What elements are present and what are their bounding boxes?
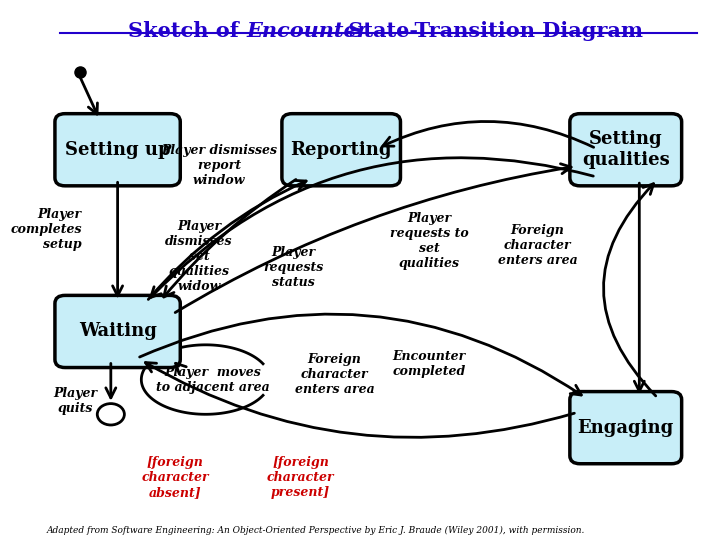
Text: State-Transition Diagram: State-Transition Diagram [341, 22, 643, 42]
Text: Adapted from Software Engineering: An Object-Oriented Perspective by Eric J. Bra: Adapted from Software Engineering: An Ob… [47, 525, 585, 535]
Text: Player
quits: Player quits [53, 387, 98, 415]
Text: Foreign
character
enters area: Foreign character enters area [498, 225, 577, 267]
Text: Engaging: Engaging [577, 418, 674, 437]
Text: Encounter
completed: Encounter completed [392, 349, 466, 377]
Text: Waiting: Waiting [78, 322, 156, 340]
FancyBboxPatch shape [55, 295, 180, 368]
Text: Player
requests to
set
qualities: Player requests to set qualities [390, 212, 469, 269]
FancyBboxPatch shape [570, 114, 682, 186]
FancyBboxPatch shape [55, 114, 180, 186]
Text: Player dismisses
report
window: Player dismisses report window [161, 144, 277, 187]
Text: Setting up: Setting up [65, 141, 171, 159]
Text: [foreign
character
absent]: [foreign character absent] [141, 456, 209, 499]
Text: [foreign
character
present]: [foreign character present] [266, 456, 334, 499]
FancyBboxPatch shape [282, 114, 400, 186]
FancyBboxPatch shape [570, 392, 682, 464]
Text: Player  moves
to adjacent area: Player moves to adjacent area [156, 366, 269, 394]
Text: Setting
qualities: Setting qualities [582, 130, 670, 169]
Text: Foreign
character
enters area: Foreign character enters area [294, 353, 374, 396]
Text: Encounter: Encounter [246, 22, 368, 42]
Text: Player
completes
setup: Player completes setup [10, 208, 81, 252]
Text: Sketch of: Sketch of [128, 22, 246, 42]
Text: Reporting: Reporting [290, 141, 392, 159]
Text: Player
requests
status: Player requests status [264, 246, 324, 289]
Text: Player
dismisses
set
qualities
widow: Player dismisses set qualities widow [165, 220, 233, 293]
